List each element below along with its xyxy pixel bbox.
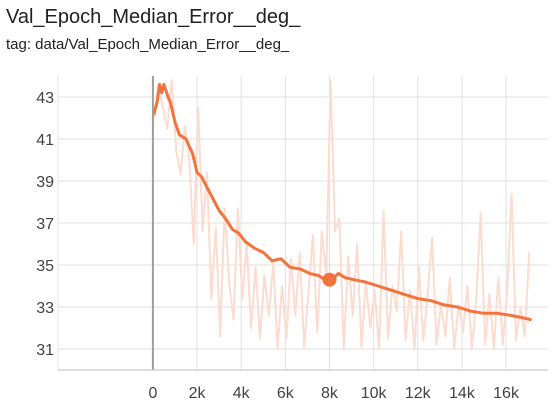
y-tick-label: 33 bbox=[36, 300, 54, 317]
x-tick-label: 8k bbox=[321, 385, 339, 402]
y-tick-label: 41 bbox=[36, 132, 54, 149]
highlight-point bbox=[322, 272, 337, 287]
x-tick-label: 0 bbox=[148, 385, 157, 402]
x-tick-label: 6k bbox=[277, 385, 295, 402]
tick-labels: 31 33 35 37 39 41 43 0 2k 4k 6k 8k 10k 12k 14k 16k bbox=[36, 90, 520, 402]
x-tick-label: 12k bbox=[405, 385, 432, 402]
chart-title: Val_Epoch_Median_Error__deg_ bbox=[6, 6, 301, 28]
x-tick-label: 2k bbox=[189, 385, 207, 402]
y-tick-label: 31 bbox=[36, 342, 54, 359]
raw-series-line bbox=[153, 79, 531, 350]
y-tick-label: 37 bbox=[36, 216, 54, 233]
y-tick-label: 35 bbox=[36, 258, 54, 275]
smoothed-series bbox=[152, 82, 532, 322]
smoothed-series-line bbox=[152, 82, 532, 322]
y-tick-label: 43 bbox=[36, 90, 54, 107]
y-tick-label: 39 bbox=[36, 174, 54, 191]
x-tick-label: 14k bbox=[449, 385, 476, 402]
axes bbox=[58, 76, 548, 371]
raw-series bbox=[153, 79, 531, 350]
x-tick-label: 10k bbox=[361, 385, 388, 402]
x-tick-label: 16k bbox=[493, 385, 520, 402]
chart-tag: tag: data/Val_Epoch_Median_Error__deg_ bbox=[6, 36, 290, 53]
x-tick-label: 4k bbox=[233, 385, 251, 402]
